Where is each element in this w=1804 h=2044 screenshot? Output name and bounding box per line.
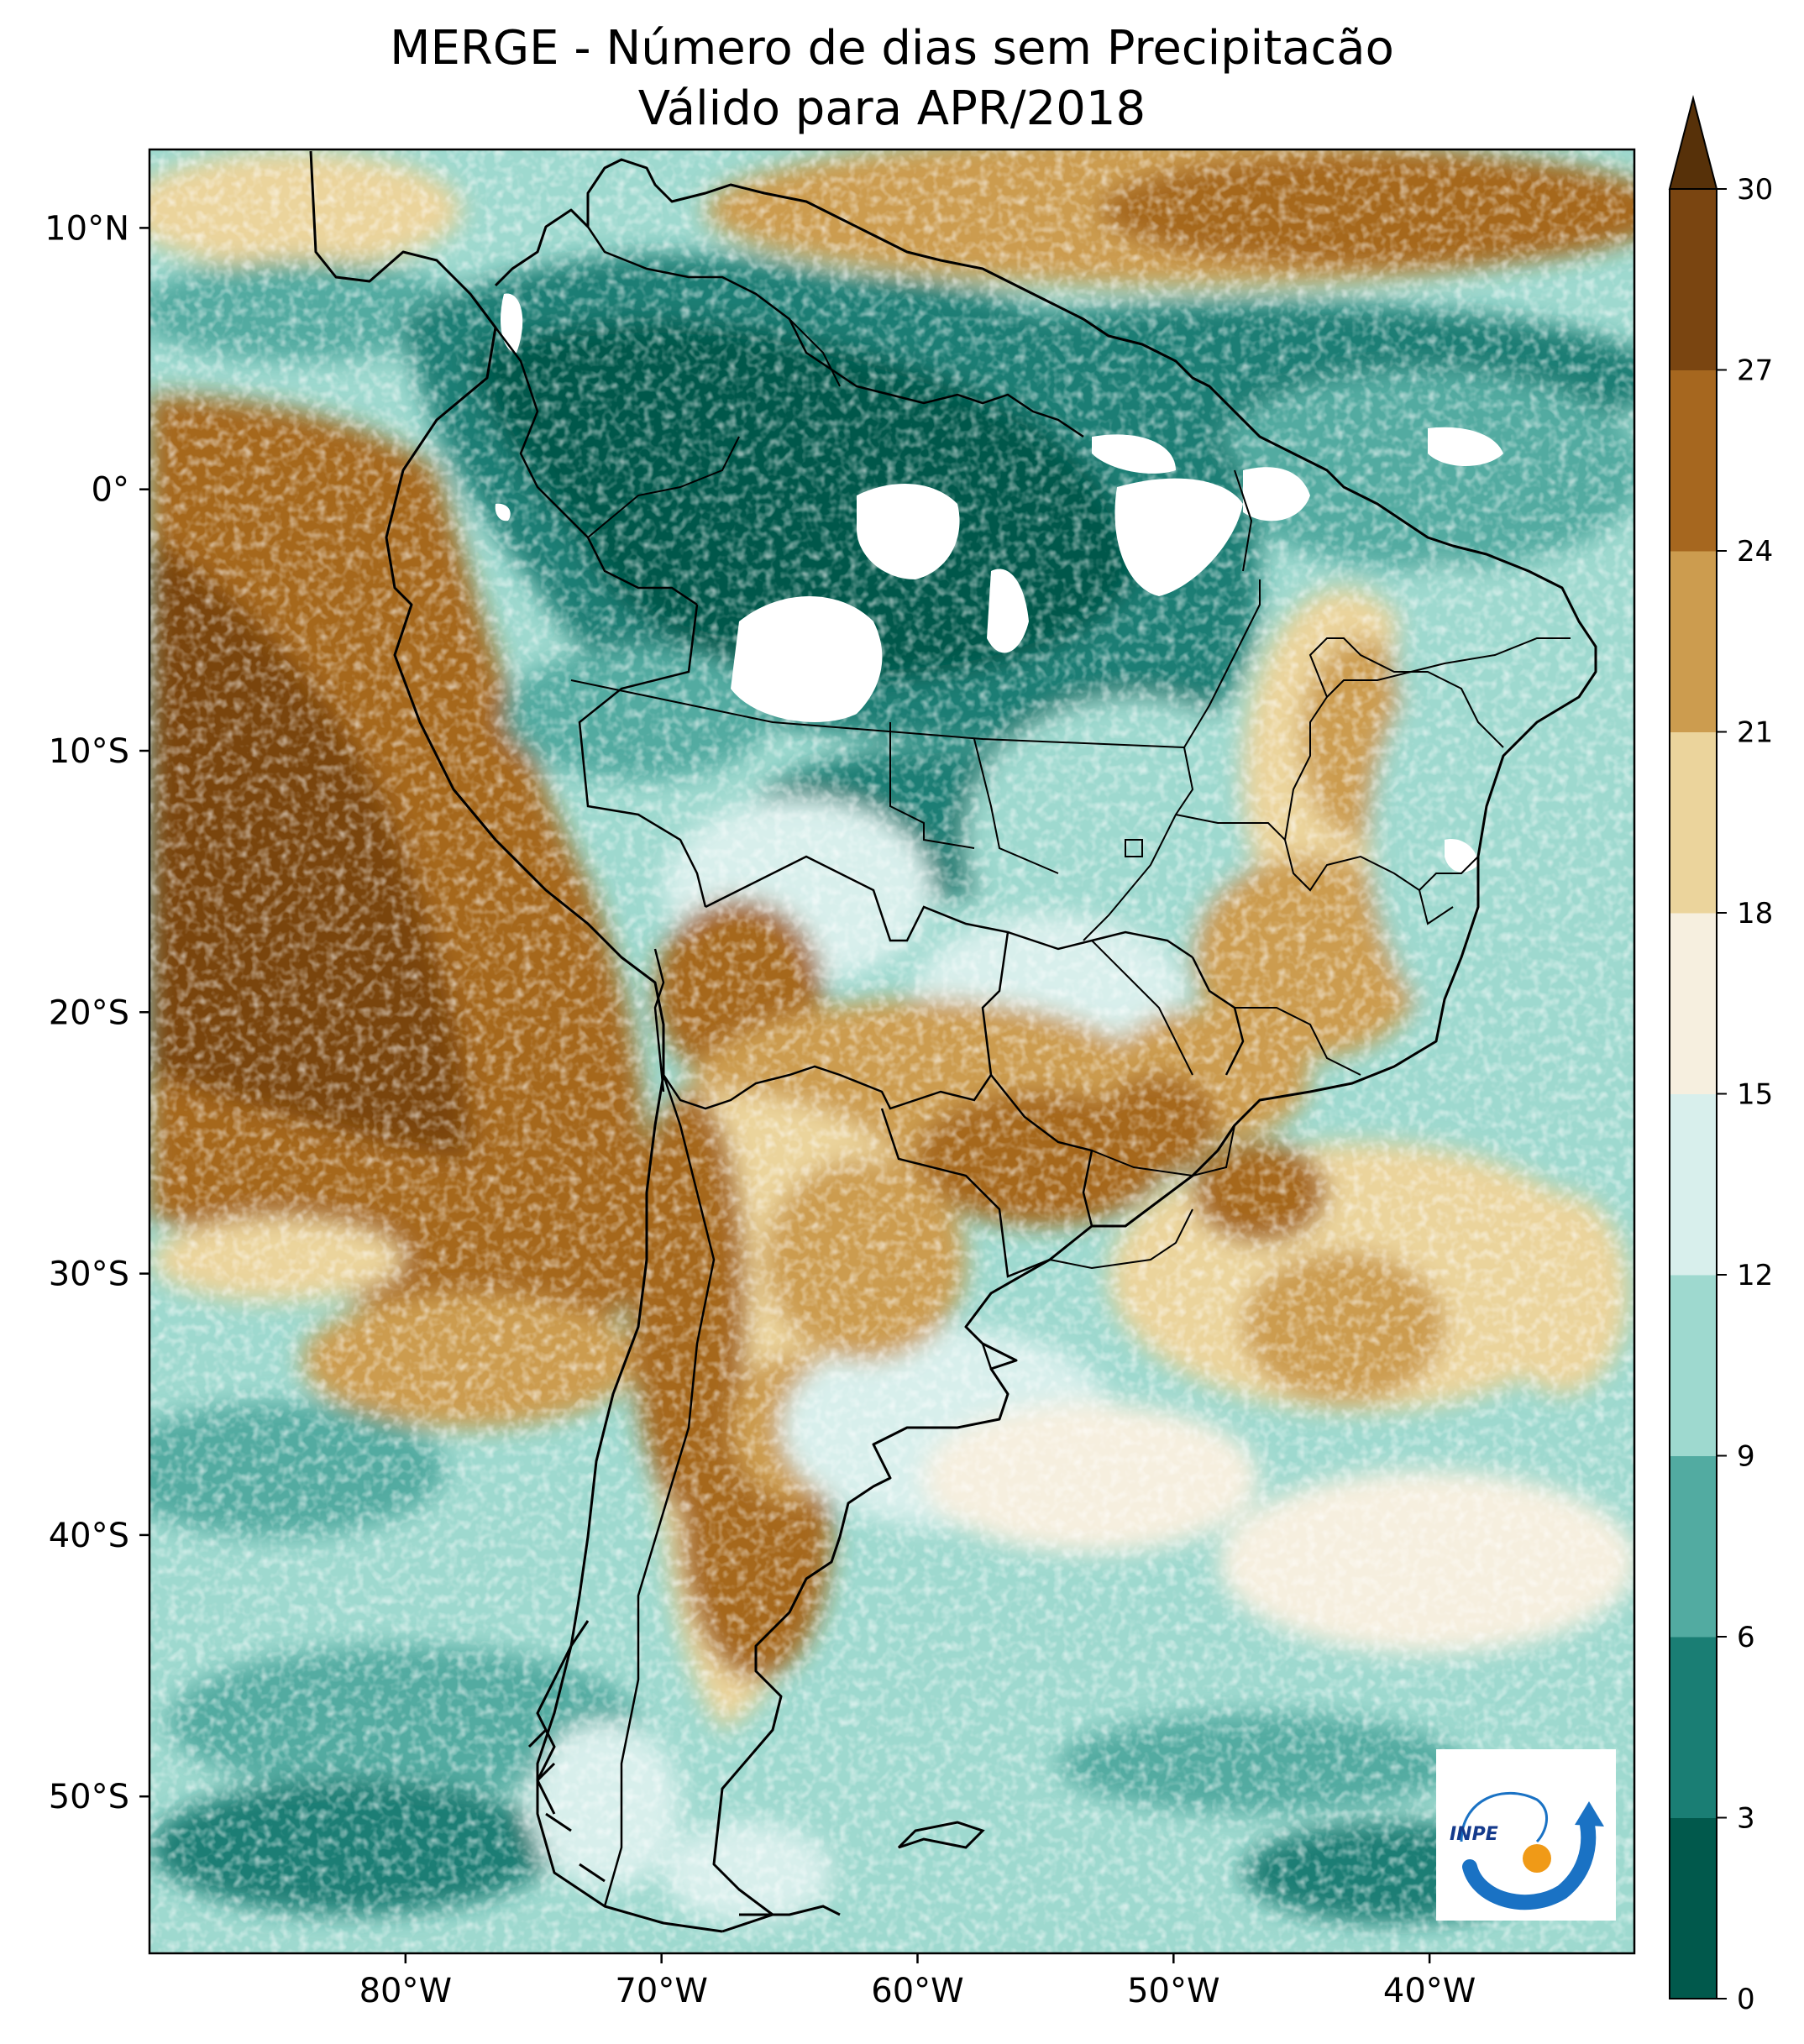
- colorbar-bin: [1670, 1275, 1717, 1456]
- southern-archipelago: [527, 1620, 985, 1916]
- lat-tick-label: 10°N: [45, 209, 129, 248]
- map-title: MERGE - Número de dias sem Precipitacão: [390, 21, 1394, 76]
- lat-tick-label: 0°: [92, 471, 129, 510]
- inpe-logo: [1436, 1749, 1616, 1921]
- colorbar-tick-label: 12: [1737, 1259, 1773, 1292]
- lon-tick-label: 70°W: [615, 1972, 707, 2010]
- inpe-logo-text: INPE: [1450, 1824, 1498, 1845]
- colorbar-tick-label: 18: [1737, 897, 1773, 930]
- colorbar-bin: [1670, 913, 1717, 1094]
- colorbar-tick-label: 0: [1737, 1983, 1755, 2016]
- state-borders: [570, 318, 1571, 1270]
- map-frame: [148, 148, 1636, 1955]
- lat-tick-label: 10°S: [49, 732, 129, 771]
- colorbar-bin: [1670, 551, 1717, 732]
- colorbar-bin: [1670, 1093, 1717, 1276]
- colorbar-bin: [1670, 369, 1717, 552]
- lat-tick-label: 30°S: [49, 1255, 129, 1294]
- lat-tick-label: 50°S: [49, 1778, 129, 1816]
- lon-tick-label: 50°W: [1127, 1972, 1219, 2010]
- colorbar-bin: [1670, 1455, 1717, 1638]
- map-subtitle: Válido para APR/2018: [637, 81, 1146, 136]
- lon-tick-label: 80°W: [359, 1972, 452, 2010]
- country-borders: [495, 226, 1245, 1907]
- texture-grain: [149, 149, 1634, 1953]
- map-panel: [149, 149, 1634, 1953]
- colorbar: 0 3 6 9 12 15 18 21 24 27 30: [1668, 95, 1773, 2016]
- colorbar-extend-arrow: [1668, 95, 1718, 190]
- colorbar-tick-label: 3: [1737, 1802, 1755, 1836]
- colorbar-tick-label: 27: [1737, 354, 1773, 388]
- colorbar-tick-label: 30: [1737, 173, 1773, 207]
- colorbar-bin: [1670, 1637, 1717, 1818]
- colorbar-tick-label: 15: [1737, 1078, 1773, 1112]
- lon-tick-label: 60°W: [871, 1972, 963, 2010]
- coastlines: [309, 150, 1597, 1933]
- latitude-axis: 10°N 0° 10°S 20°S 30°S 40°S 50°S: [45, 209, 149, 1816]
- colorbar-tick-label: 24: [1737, 535, 1773, 569]
- longitude-axis: 80°W 70°W 60°W 50°W 40°W: [359, 1953, 1476, 2010]
- lat-tick-label: 20°S: [49, 993, 129, 1032]
- colorbar-bin: [1670, 1817, 1717, 1999]
- colorbar-tick-label: 9: [1737, 1440, 1755, 1474]
- colorbar-bin: [1670, 189, 1717, 370]
- colorbar-tick-label: 21: [1737, 716, 1773, 750]
- lat-tick-label: 40°S: [49, 1517, 129, 1555]
- colorbar-tick-label: 6: [1737, 1621, 1755, 1654]
- lon-tick-label: 40°W: [1383, 1972, 1476, 2010]
- colorbar-bin: [1670, 731, 1717, 914]
